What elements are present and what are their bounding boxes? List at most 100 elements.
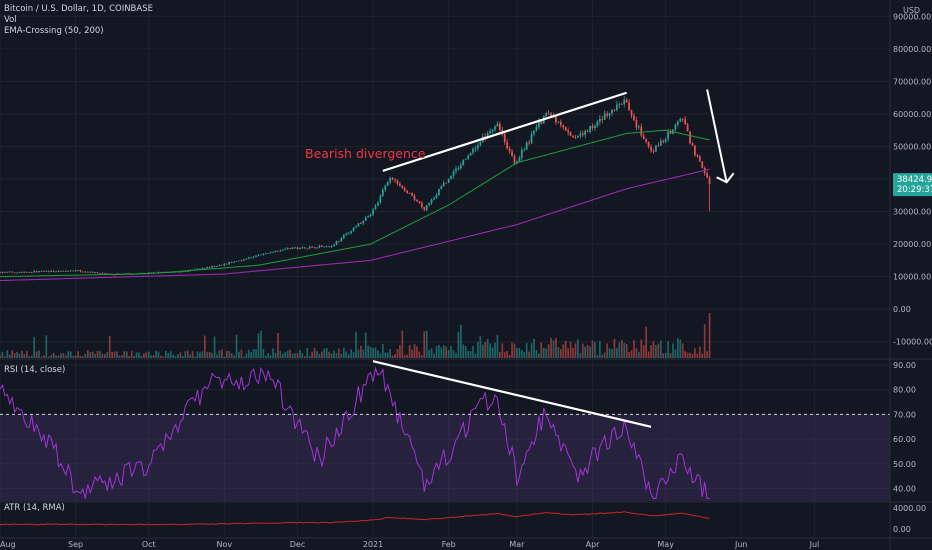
candle-body <box>208 266 211 268</box>
candle-body <box>464 158 467 160</box>
volume-bar <box>323 348 326 358</box>
volume-bar <box>296 353 299 358</box>
volume-bar <box>62 353 65 358</box>
candle-body <box>355 226 357 228</box>
candle-body <box>33 271 35 273</box>
volume-bar <box>86 350 89 358</box>
volume-bar <box>40 356 43 358</box>
rsi-label[interactable]: RSI (14, close) <box>4 365 66 375</box>
candle-body <box>513 156 516 164</box>
volume-bar <box>355 331 357 358</box>
volume-bar <box>674 349 677 358</box>
candle-body <box>0 272 1 274</box>
candle-body <box>216 265 218 267</box>
candle-body <box>379 195 382 203</box>
volume-bar <box>689 352 691 358</box>
volume-bar <box>321 351 323 358</box>
volume-bar <box>706 351 708 358</box>
volume-bar <box>189 354 192 358</box>
candle-body <box>413 195 416 200</box>
candle-body <box>450 176 452 179</box>
time-axis[interactable]: Aug Sep Oct Nov Dec 2021 Feb Mar Apr May Jun Jul <box>0 540 819 549</box>
volume-bar <box>455 352 457 358</box>
volume-bar <box>143 353 145 358</box>
candle-body <box>645 139 648 142</box>
atr-label[interactable]: ATR (14, RMA) <box>4 503 65 513</box>
volume-bar <box>389 348 391 358</box>
volume-bar <box>347 354 350 358</box>
volume-bar <box>318 353 321 358</box>
candle-body <box>281 249 284 251</box>
rsi-tick-label: 70.00 <box>893 410 916 419</box>
candle-body <box>496 123 499 127</box>
candle-body <box>274 251 277 252</box>
candle-body <box>469 152 472 156</box>
trendlines[interactable] <box>372 91 652 428</box>
candle-body <box>308 246 311 249</box>
volume-bar <box>201 351 204 358</box>
candle-body <box>589 125 591 132</box>
candle-body <box>506 141 509 149</box>
atr-tick-label: 4000.00 <box>893 504 926 513</box>
volume-bar <box>640 339 643 358</box>
volume-bar <box>538 353 540 358</box>
grid-lines <box>0 0 890 537</box>
candle-body <box>35 271 38 273</box>
candle-body <box>360 223 362 224</box>
volume-bar <box>672 343 674 358</box>
ema-crossing-label[interactable]: EMA-Crossing (50, 200) <box>4 26 104 36</box>
candle-body <box>57 270 60 272</box>
volume-bar <box>525 343 528 358</box>
volume-bar <box>618 342 621 358</box>
symbol-title[interactable]: Bitcoin / U.S. Dollar, 1D, COINBASE <box>4 4 153 14</box>
volume-bar <box>1 352 4 358</box>
candle-body <box>577 135 579 138</box>
candle-body <box>4 272 6 273</box>
candle-body <box>684 119 687 125</box>
down-arrow-head[interactable] <box>716 172 735 184</box>
volume-bar <box>603 352 606 358</box>
candle-body <box>289 248 292 250</box>
candle-body <box>433 197 435 200</box>
candle-body <box>369 214 372 217</box>
candle-body <box>203 268 206 269</box>
candle-body <box>655 145 657 152</box>
ema-200-line <box>0 168 710 282</box>
vol-label[interactable]: Vol <box>4 15 17 25</box>
volume-bar <box>657 343 660 358</box>
candle-body <box>555 116 557 123</box>
candle-body <box>242 259 245 261</box>
volume-bar <box>43 355 45 358</box>
candle-body <box>606 113 609 116</box>
volume-bar <box>179 352 182 358</box>
volume-bar <box>579 353 582 358</box>
candle-body <box>608 113 611 116</box>
candle-body <box>452 171 455 177</box>
candle-body <box>425 205 428 210</box>
volume-bar <box>577 339 579 358</box>
candle-body <box>396 180 399 184</box>
candle-body <box>691 143 694 146</box>
down-arrow-shaft[interactable] <box>706 89 728 183</box>
candle-body <box>598 118 601 122</box>
candle-body <box>442 182 445 187</box>
volume-bar <box>191 351 194 358</box>
price-tick-label: 10000.00 <box>893 273 931 282</box>
candle-body <box>330 245 333 247</box>
volume-bar <box>584 346 587 358</box>
candle-body <box>40 270 43 272</box>
volume-bar <box>121 355 123 358</box>
volume-bar <box>160 355 162 358</box>
volume-bar <box>25 351 28 358</box>
volume-bar <box>513 343 516 358</box>
candle-body <box>511 151 513 157</box>
candle-body <box>508 148 511 152</box>
volume-bar <box>637 351 640 358</box>
candle-body <box>445 182 448 184</box>
volume-bar <box>96 350 99 358</box>
volume-bar <box>667 341 669 358</box>
candle-body <box>150 272 153 274</box>
volume-bar <box>74 355 77 358</box>
